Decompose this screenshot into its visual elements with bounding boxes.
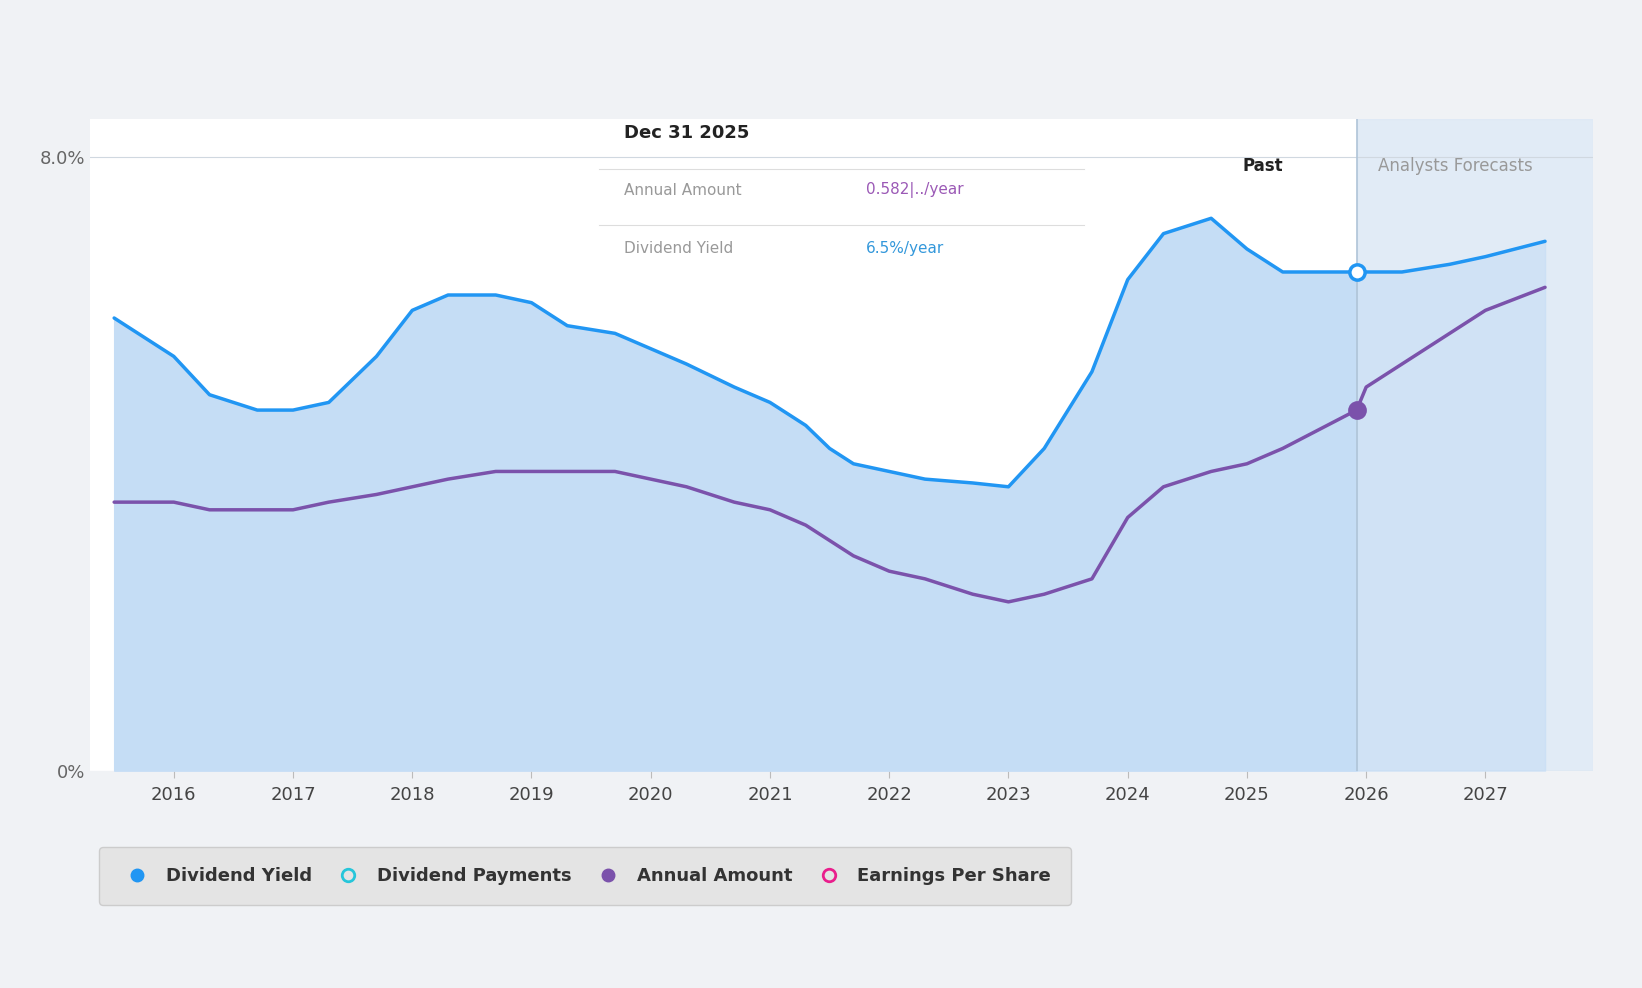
- Text: Annual Amount: Annual Amount: [624, 183, 741, 198]
- Text: Analysts Forecasts: Analysts Forecasts: [1378, 157, 1534, 175]
- Bar: [1356, 119, 1593, 771]
- Text: 0.582|../year: 0.582|../year: [865, 182, 964, 199]
- Legend: Dividend Yield, Dividend Payments, Annual Amount, Earnings Per Share: Dividend Yield, Dividend Payments, Annua…: [99, 848, 1071, 905]
- Text: Past: Past: [1241, 157, 1282, 175]
- Text: Dec 31 2025: Dec 31 2025: [624, 124, 749, 142]
- Text: 6.5%/year: 6.5%/year: [865, 241, 944, 257]
- Text: Dividend Yield: Dividend Yield: [624, 241, 732, 257]
